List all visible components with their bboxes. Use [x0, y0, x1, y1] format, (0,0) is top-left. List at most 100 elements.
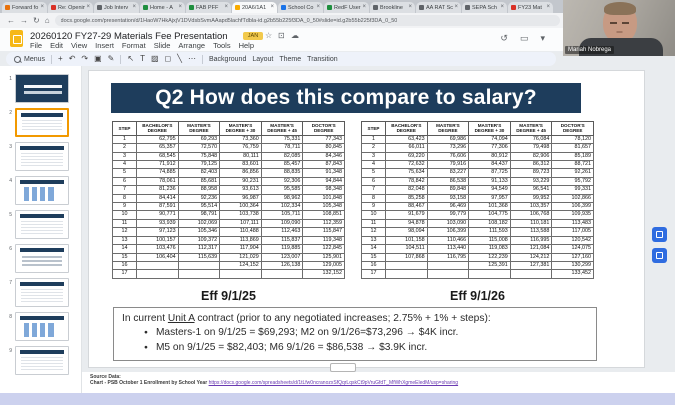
url-text: docs.google.com/presentation/d/1HaoW7HkA… — [60, 17, 398, 24]
menu-insert[interactable]: Insert — [95, 41, 114, 50]
contract-note-box[interactable]: In current Unit A contract (prior to any… — [113, 307, 597, 361]
slide-thumbnail[interactable] — [15, 176, 69, 205]
browser-tab[interactable]: School Co × — [278, 2, 323, 13]
salary-cell: 108,182 — [468, 218, 511, 229]
home-icon[interactable]: ⌂ — [44, 15, 50, 25]
browser-tab[interactable]: FY23 Mat × — [508, 2, 553, 13]
slide-thumbnail[interactable] — [15, 244, 69, 273]
menu-view[interactable]: View — [71, 41, 88, 50]
tab-close-icon[interactable]: × — [270, 4, 274, 10]
tab-favicon — [465, 5, 470, 10]
menu-arrange[interactable]: Arrange — [178, 41, 206, 50]
right-edge-shortcut-icon[interactable] — [652, 248, 667, 263]
menu-edit[interactable]: Edit — [50, 41, 64, 50]
slides-logo-icon[interactable] — [10, 30, 23, 47]
forward-icon[interactable]: → — [20, 15, 28, 25]
menu-help[interactable]: Help — [238, 41, 255, 50]
image-icon[interactable]: ▨ — [150, 54, 159, 63]
browser-tab[interactable]: SEPA Sch × — [462, 2, 507, 13]
select-cursor-icon[interactable]: ↖ — [127, 54, 135, 63]
slide-thumbnail[interactable] — [15, 278, 69, 307]
right-edge-shortcut-icon[interactable] — [652, 227, 667, 242]
print-icon[interactable]: ▣ — [94, 54, 102, 63]
slide-thumbnail[interactable] — [15, 108, 69, 137]
menu-format[interactable]: Format — [121, 41, 146, 50]
browser-tab[interactable]: AA RAT Sc × — [416, 2, 461, 13]
document-title[interactable]: 20260120 FY27-29 Materials Fee Presentat… — [30, 31, 228, 42]
browser-tab[interactable]: FAB PFF × — [186, 2, 231, 13]
salary-cell — [509, 269, 553, 279]
tab-favicon — [5, 5, 10, 10]
step-cell: 15 — [361, 252, 386, 262]
tab-close-icon[interactable]: × — [362, 4, 366, 10]
background-button[interactable]: Background — [208, 55, 247, 63]
line-icon[interactable]: ╲ — [177, 54, 182, 63]
speaker-notes-area[interactable]: Source Data: Chart - PSB October 1 Enrol… — [82, 372, 675, 393]
table-row: 12 98,094 106,399 111,593 113,588 117,005 — [361, 227, 594, 237]
menu-file[interactable]: File — [30, 41, 43, 50]
menu-tools[interactable]: Tools — [213, 41, 231, 50]
salary-cell: 119,885 — [260, 244, 304, 254]
undo-icon[interactable]: ↶ — [68, 54, 76, 63]
tab-strip: Forward fo × Re: Openin × Job Interv × Home - … — [0, 0, 675, 13]
browser-tab[interactable]: Job Interv × — [94, 2, 139, 13]
step-cell: 1 — [112, 134, 137, 145]
slide-thumbnail[interactable] — [15, 312, 69, 341]
salary-table-1[interactable]: STEP BACHELOR'S DEGREE MASTER'S DEGREE MAST… — [361, 121, 594, 279]
salary-cell: 84,414 — [136, 193, 179, 204]
paint-format-icon[interactable]: ✎ — [107, 54, 115, 63]
step-cell: 7 — [112, 185, 137, 195]
speaker-notes-handle[interactable] — [330, 363, 356, 372]
text-box-icon[interactable]: T — [140, 54, 145, 63]
url-bar[interactable]: docs.google.com/presentation/d/1HaoW7HkA… — [54, 15, 560, 26]
toolbar-divider — [201, 54, 203, 64]
slide-thumbnail[interactable] — [15, 210, 69, 239]
version-history-icon[interactable]: ↺ — [500, 33, 508, 43]
slide-title[interactable]: Q2 How does this compare to salary? — [111, 83, 581, 113]
salary-cell: 99,779 — [426, 210, 470, 220]
move-folder-icon[interactable]: ⊡ — [278, 31, 285, 40]
slide-thumbnail[interactable] — [15, 74, 69, 103]
salary-table-0[interactable]: STEP BACHELOR'S DEGREE MASTER'S DEGREE MAST… — [112, 121, 345, 279]
menu-slide[interactable]: Slide — [153, 41, 171, 50]
layout-button[interactable]: Layout — [252, 55, 274, 63]
transition-button[interactable]: Transition — [307, 55, 338, 63]
taskbar[interactable] — [0, 393, 675, 405]
slide-thumbnail[interactable] — [15, 142, 69, 171]
tab-close-icon[interactable]: × — [40, 4, 44, 10]
browser-tab[interactable]: RedF User × — [324, 2, 369, 13]
tab-close-icon[interactable]: × — [132, 4, 136, 10]
browser-tab[interactable]: Forward fo × — [2, 2, 47, 13]
shape-icon[interactable]: ◻ — [164, 54, 172, 63]
tab-close-icon[interactable]: × — [500, 4, 504, 10]
star-icon[interactable]: ☆ — [265, 31, 273, 40]
redo-icon[interactable]: ↷ — [81, 54, 89, 63]
slide-thumbnail[interactable] — [15, 346, 69, 375]
browser-tab[interactable]: Brookline × — [370, 2, 415, 13]
more-icon[interactable]: ⋯ — [187, 54, 196, 63]
tab-close-icon[interactable]: × — [408, 4, 412, 10]
plus-icon[interactable]: + — [58, 54, 63, 63]
tab-close-icon[interactable]: × — [454, 4, 458, 10]
tab-close-icon[interactable]: × — [546, 4, 550, 10]
back-icon[interactable]: ← — [7, 15, 15, 25]
tab-close-icon[interactable]: × — [224, 4, 228, 10]
theme-button[interactable]: Theme — [279, 55, 302, 63]
tab-close-icon[interactable]: × — [86, 4, 90, 10]
browser-tab[interactable]: Re: Openin × — [48, 2, 93, 13]
browser-tab[interactable]: Home - A × — [140, 2, 185, 13]
browser-tab[interactable]: 20A6/1A1 × — [232, 2, 277, 13]
column-header: MASTER'S DEGREE — [177, 121, 221, 136]
menus-search-button[interactable]: Menus — [14, 55, 45, 63]
slideshow-dropdown-icon[interactable]: ▾ — [540, 33, 545, 43]
source-link[interactable]: https://docs.google.com/spreadsheets/d/1… — [208, 380, 459, 386]
step-cell: 17 — [112, 269, 137, 279]
present-display-icon[interactable]: ▭ — [519, 33, 529, 43]
table-row: 2 65,357 72,570 76,759 78,711 80,845 — [112, 143, 345, 153]
salary-cell: 125,901 — [302, 252, 345, 262]
slide-canvas[interactable]: Q2 How does this compare to salary? STEP… — [88, 70, 645, 368]
tab-close-icon[interactable]: × — [178, 4, 182, 10]
tab-close-icon[interactable]: × — [316, 4, 320, 10]
reload-icon[interactable]: ↻ — [33, 15, 40, 25]
step-cell: 2 — [112, 143, 137, 153]
